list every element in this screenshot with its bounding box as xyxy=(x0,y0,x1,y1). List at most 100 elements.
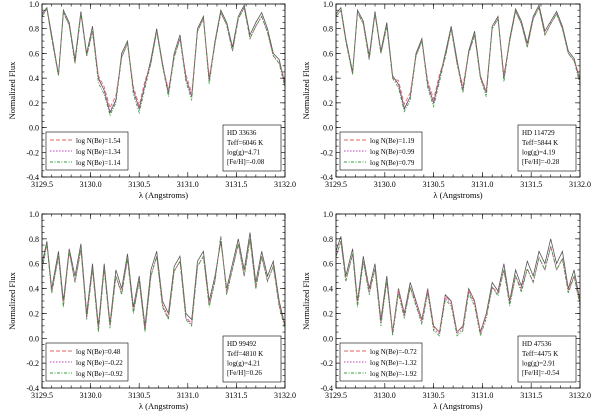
y-tick-label: 0.4 xyxy=(323,285,333,294)
y-tick-label: 0.8 xyxy=(29,235,39,244)
legend-entry-3: log N(Be)=-1.92 xyxy=(370,370,417,378)
legend-entry-2: log N(Be)=0.99 xyxy=(370,148,415,156)
x-tick-label: 3131.0 xyxy=(177,180,199,189)
stellar-parameter-1: Teff=5844 K xyxy=(522,139,558,147)
synthetic-series-line-3 xyxy=(41,6,286,117)
x-tick-label: 3129.5 xyxy=(31,180,53,189)
parameter-box xyxy=(517,124,577,172)
stellar-parameter-1: Teff=4475 K xyxy=(522,350,558,358)
legend-entry-2: log N(Be)=-0.22 xyxy=(76,359,123,367)
x-tick-label: 3129.5 xyxy=(325,180,347,189)
synthetic-series-line-2 xyxy=(335,6,581,109)
y-tick-label: 1.0 xyxy=(29,210,39,219)
y-tick-label: 0.4 xyxy=(323,74,333,83)
y-axis-title: Normalized Flux xyxy=(301,61,311,120)
x-tick-label: 3130.5 xyxy=(423,391,445,400)
stellar-parameter-2: log(g)=2.91 xyxy=(522,360,556,368)
legend-entry-1: log N(Be)=0.48 xyxy=(76,348,121,356)
x-tick-label: 3130.0 xyxy=(80,391,102,400)
synthetic-series-line-3 xyxy=(335,241,581,338)
y-axis-title: Normalized Flux xyxy=(7,61,17,120)
legend-entry-3: log N(Be)=1.14 xyxy=(76,159,121,167)
x-tick-label: 3132.0 xyxy=(569,180,591,189)
parameter-box xyxy=(222,124,282,172)
y-tick-label: 0.6 xyxy=(29,49,39,58)
x-tick-label: 3132.0 xyxy=(274,180,296,189)
synthetic-series-line-1 xyxy=(41,6,286,109)
y-axis-title: Normalized Flux xyxy=(7,271,17,330)
y-tick-label: 0.8 xyxy=(323,25,333,34)
x-tick-label: 3131.5 xyxy=(520,391,542,400)
legend-entry-1: log N(Be)=1.19 xyxy=(370,137,415,145)
y-tick-label: 0.4 xyxy=(29,74,39,83)
x-tick-label: 3132.0 xyxy=(274,391,296,400)
y-tick-label: -0.2 xyxy=(320,148,333,157)
panel-1: 3129.5 3130.0 3130.5 3131.0 3131.5 3132.0 -0.4… xyxy=(7,0,296,200)
observed-spectrum-line xyxy=(335,236,581,333)
x-tick-label: 3130.0 xyxy=(374,391,396,400)
x-tick-label: 3130.0 xyxy=(80,180,102,189)
stellar-parameter-3: [Fe/H]=-0.54 xyxy=(522,369,560,377)
parameter-box xyxy=(517,335,577,383)
star-name: HD 99492 xyxy=(227,340,257,348)
parameter-box xyxy=(222,335,282,383)
y-tick-label: 0.6 xyxy=(323,49,333,58)
x-tick-label: 3130.5 xyxy=(128,391,150,400)
y-tick-label: 0.2 xyxy=(323,99,333,108)
x-tick-label: 3130.5 xyxy=(128,180,150,189)
legend-entry-2: log N(Be)=-1.32 xyxy=(370,359,417,367)
y-tick-label: 0.0 xyxy=(29,124,39,133)
y-tick-label: 0.4 xyxy=(29,285,39,294)
x-tick-label: 3131.5 xyxy=(520,180,542,189)
panel-4: 3129.5 3130.0 3130.5 3131.0 3131.5 3132.0 -0.4… xyxy=(301,210,591,411)
y-tick-label: -0.4 xyxy=(26,173,39,182)
y-tick-label: -0.4 xyxy=(320,173,333,182)
star-name: HD 47536 xyxy=(522,340,552,348)
legend-entry-3: log N(Be)=0.79 xyxy=(370,159,415,167)
x-axis-title: λ (Angstroms) xyxy=(433,401,482,411)
y-axis-title: Normalized Flux xyxy=(301,271,311,330)
stellar-parameter-1: Teff=6046 K xyxy=(227,139,263,147)
synthetic-series-line-1 xyxy=(335,6,581,106)
stellar-parameter-3: [Fe/H]=0.26 xyxy=(227,369,262,377)
y-tick-label: 0.6 xyxy=(29,260,39,269)
y-tick-label: 1.0 xyxy=(323,0,333,9)
legend-entry-1: log N(Be)=1.54 xyxy=(76,137,121,145)
star-name: HD 33636 xyxy=(227,129,257,137)
y-tick-label: 0.0 xyxy=(323,124,333,133)
y-tick-label: 0.8 xyxy=(29,25,39,34)
x-axis-title: λ (Angstroms) xyxy=(139,190,188,200)
y-tick-label: 0.2 xyxy=(29,309,39,318)
star-name: HD 114729 xyxy=(522,129,555,137)
x-tick-label: 3131.5 xyxy=(225,180,247,189)
stellar-parameter-2: log(g)=4.21 xyxy=(227,360,261,368)
y-tick-label: 1.0 xyxy=(29,0,39,9)
y-tick-label: 0.2 xyxy=(29,99,39,108)
y-tick-label: -0.2 xyxy=(26,148,39,157)
y-tick-label: -0.4 xyxy=(26,384,39,393)
x-tick-label: 3131.0 xyxy=(471,180,493,189)
stellar-parameter-2: log(g)=4.71 xyxy=(227,149,261,157)
synthetic-series-line-2 xyxy=(41,6,286,113)
y-tick-label: 1.0 xyxy=(323,210,333,219)
legend-entry-3: log N(Be)=-0.92 xyxy=(76,370,123,378)
y-tick-label: -0.2 xyxy=(26,359,39,368)
stellar-parameter-3: [Fe/H]=-0.28 xyxy=(522,158,560,166)
y-tick-label: -0.4 xyxy=(320,384,333,393)
x-tick-label: 3131.0 xyxy=(471,391,493,400)
y-tick-label: 0.2 xyxy=(323,309,333,318)
synthetic-series-line-3 xyxy=(335,6,581,113)
observed-spectrum-line xyxy=(335,4,581,111)
synthetic-series-line-3 xyxy=(41,236,286,333)
y-tick-label: 0.8 xyxy=(323,235,333,244)
x-axis-title: λ (Angstroms) xyxy=(433,190,482,200)
x-tick-label: 3131.5 xyxy=(225,391,247,400)
x-tick-label: 3131.0 xyxy=(177,391,199,400)
y-tick-label: 0.0 xyxy=(29,334,39,343)
x-tick-label: 3130.0 xyxy=(374,180,396,189)
legend-entry-1: log N(Be)=-0.72 xyxy=(370,348,417,356)
stellar-parameter-3: [Fe/H]=-0.08 xyxy=(227,158,265,166)
stellar-parameter-1: Teff=4810 K xyxy=(227,350,263,358)
y-tick-label: 0.0 xyxy=(323,334,333,343)
